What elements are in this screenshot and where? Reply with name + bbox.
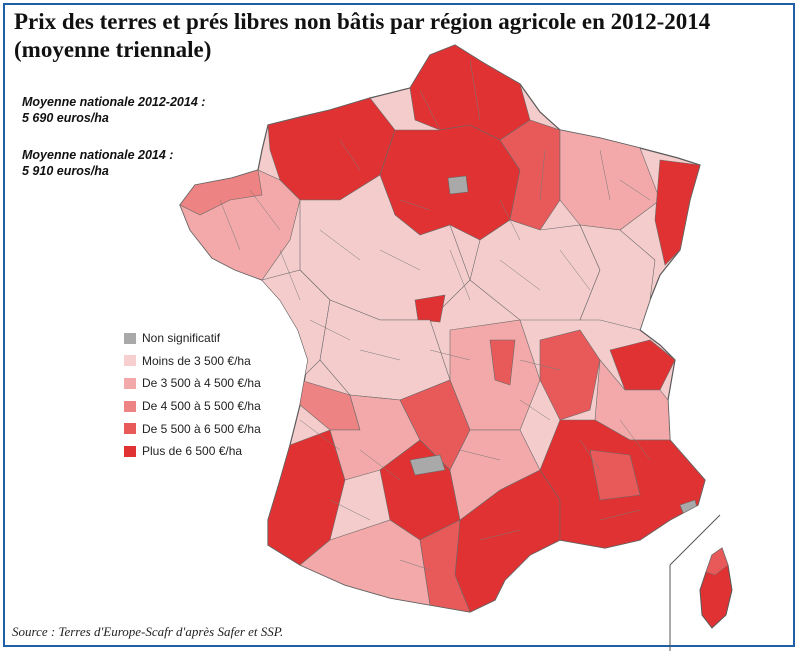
- legend-label: Moins de 3 500 €/ha: [142, 353, 251, 368]
- legend: Non significatif Moins de 3 500 €/ha De …: [124, 327, 261, 463]
- legend-label: Non significatif: [142, 331, 221, 346]
- region-roussillon: [419, 519, 471, 612]
- legend-swatch: [124, 400, 136, 412]
- national-average-2012-2014: Moyenne nationale 2012-2014 : 5 690 euro…: [22, 94, 205, 126]
- stat-label: Moyenne nationale 2014 :: [22, 148, 174, 162]
- legend-item: Moins de 3 500 €/ha: [124, 350, 261, 373]
- region-franche-comte: [579, 224, 656, 331]
- legend-item: Plus de 6 500 €/ha: [124, 440, 261, 463]
- legend-swatch: [124, 377, 136, 389]
- legend-label: Plus de 6 500 €/ha: [142, 444, 243, 459]
- region-provence-inner: [589, 449, 641, 501]
- legend-item: De 4 500 à 5 500 €/ha: [124, 395, 261, 418]
- region-auvergne-center: [489, 339, 516, 386]
- region-champagne: [499, 119, 561, 231]
- legend-label: De 5 500 à 6 500 €/ha: [142, 421, 261, 436]
- source-note: Source : Terres d'Europe-Scafr d'après S…: [12, 624, 284, 639]
- stat-value: 5 690 euros/ha: [22, 111, 109, 125]
- region-cevennes: [449, 429, 541, 521]
- region-loire-hotspot: [414, 294, 446, 323]
- legend-label: De 4 500 à 5 500 €/ha: [142, 399, 261, 414]
- region-alsace: [654, 159, 701, 266]
- stat-value: 5 910 euros/ha: [22, 164, 109, 178]
- legend-swatch: [124, 332, 136, 344]
- national-average-2014: Moyenne nationale 2014 : 5 910 euros/ha: [22, 147, 173, 179]
- legend-item: Non significatif: [124, 327, 261, 350]
- stat-label: Moyenne nationale 2012-2014 :: [22, 95, 206, 109]
- figure-frame: [3, 3, 795, 647]
- legend-item: De 3 500 à 4 500 €/ha: [124, 372, 261, 395]
- region-auvergne-grey: [409, 454, 446, 476]
- legend-item: De 5 500 à 6 500 €/ha: [124, 417, 261, 440]
- legend-swatch: [124, 445, 136, 457]
- corsica-inset-line: [669, 514, 721, 651]
- region-rhone: [539, 329, 601, 421]
- region-savoie: [609, 339, 676, 391]
- legend-swatch: [124, 355, 136, 367]
- map-title: Prix des terres et prés libres non bâtis…: [14, 8, 784, 64]
- legend-label: De 3 500 à 4 500 €/ha: [142, 376, 261, 391]
- region-lorraine: [559, 129, 661, 231]
- title-line-1: Prix des terres et prés libres non bâtis…: [14, 9, 711, 34]
- legend-swatch: [124, 423, 136, 435]
- region-boundaries: [219, 59, 651, 571]
- corsica-north: [705, 547, 729, 576]
- region-paris-grey: [447, 175, 469, 195]
- title-line-2: (moyenne triennale): [14, 37, 212, 62]
